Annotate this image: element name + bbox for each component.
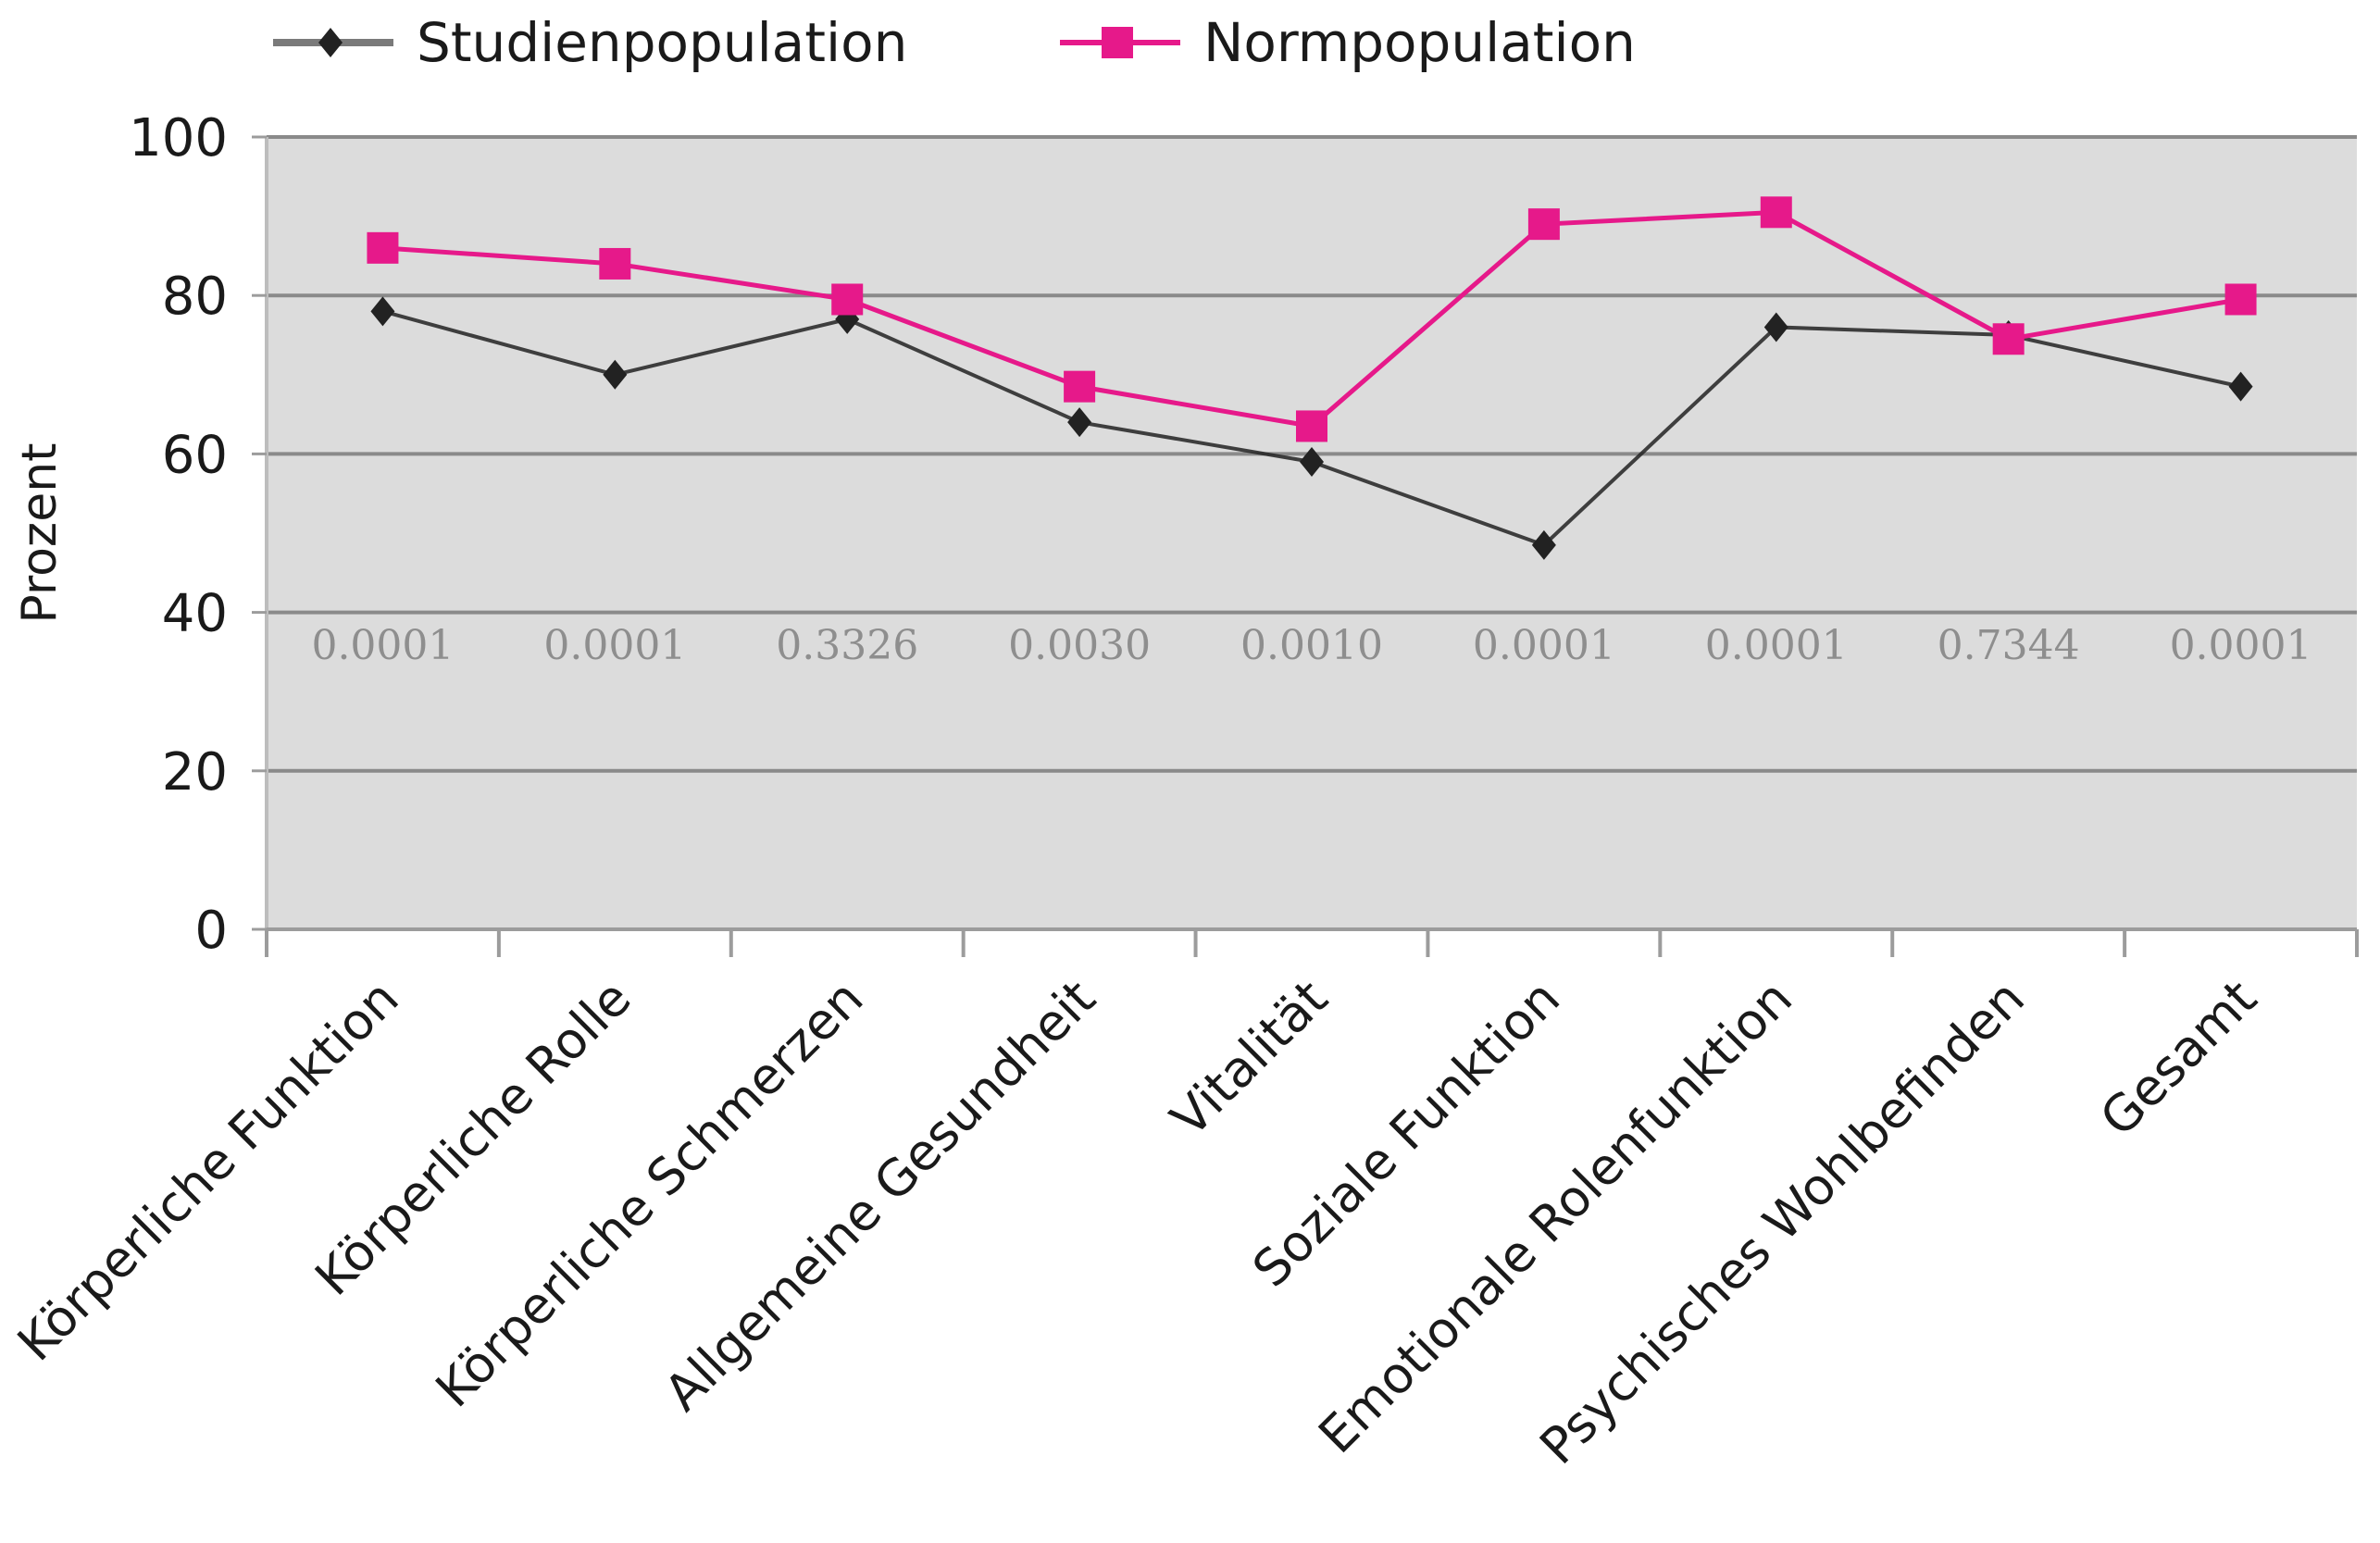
p-value-label: 0.7344 <box>1938 622 2080 669</box>
p-value-annotations: 0.0001 0.0001 0.3326 0.0030 0.0010 0.0001 0.00… <box>311 622 2311 669</box>
legend: Studienpopulation Normpopulation <box>273 11 1636 74</box>
data-point <box>1992 323 2025 355</box>
p-value-label: 0.0010 <box>1240 622 1383 669</box>
series-studienpopulation <box>370 296 2253 560</box>
series-normpopulation <box>367 196 2257 442</box>
series-group <box>367 196 2257 560</box>
data-point <box>1527 208 1560 241</box>
data-point <box>603 359 628 390</box>
p-value-label: 0.0001 <box>1705 622 1848 669</box>
p-value-label: 0.3326 <box>776 622 918 669</box>
p-value-label: 0.0001 <box>1473 622 1615 669</box>
legend-item: Studienpopulation <box>273 11 907 74</box>
data-point <box>1067 407 1092 438</box>
data-point <box>1763 312 1788 342</box>
legend-item: Normpopulation <box>1060 11 1636 74</box>
y-tick-label: 100 <box>129 108 228 168</box>
x-category-label: Allgemeine Gesundheit <box>654 969 1107 1423</box>
x-category-label: Psychisches Wohlbefinden <box>1528 969 2035 1475</box>
x-category-label: Vitalität <box>1160 969 1339 1148</box>
p-value-label: 0.0001 <box>311 622 454 669</box>
p-value-label: 0.0001 <box>543 622 686 669</box>
y-tick-label: 40 <box>162 584 228 644</box>
data-point <box>370 296 395 327</box>
x-category-label: Emotionale Rolenfunktion <box>1307 969 1803 1465</box>
legend-label: Normpopulation <box>1203 11 1636 74</box>
data-point <box>1300 446 1324 477</box>
legend-label: Studienpopulation <box>417 11 907 74</box>
x-axis-ticks <box>265 929 2359 957</box>
data-point <box>367 231 399 264</box>
y-tick-label: 20 <box>162 742 228 803</box>
y-tick-label: 80 <box>162 267 228 327</box>
data-point <box>2224 283 2257 316</box>
y-axis-tick-labels: 0 20 40 60 80 100 <box>129 108 267 961</box>
p-value-label: 0.0001 <box>2170 622 2312 669</box>
y-tick-label: 0 <box>194 901 228 961</box>
legend-marker <box>1102 27 1133 58</box>
plot-area <box>267 137 2357 929</box>
y-axis-title: Prozent <box>12 442 68 623</box>
data-point <box>1531 529 1556 560</box>
x-category-label: Körperliche Funktion <box>6 969 410 1373</box>
data-point <box>831 283 864 316</box>
data-point <box>1064 370 1096 403</box>
p-value-label: 0.0030 <box>1008 622 1151 669</box>
legend-marker <box>318 28 343 57</box>
x-category-label: Körperliche Schmerzen <box>425 969 875 1419</box>
data-point <box>1760 196 1792 229</box>
y-tick-label: 60 <box>162 425 228 485</box>
x-category-label: Gesamt <box>2089 969 2268 1148</box>
data-point <box>1296 410 1327 442</box>
data-point <box>599 247 631 280</box>
data-point <box>2228 371 2253 402</box>
